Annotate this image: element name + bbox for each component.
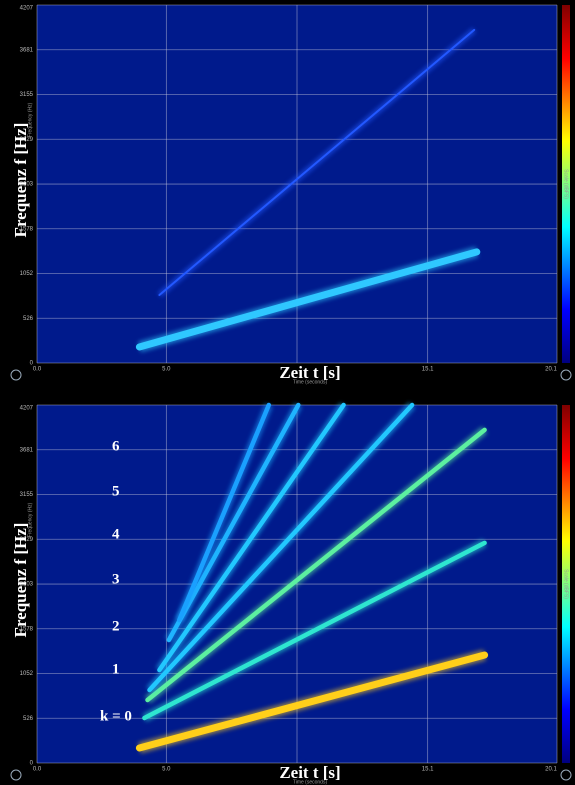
x-axis-label-small: Time (seconds) <box>293 379 328 385</box>
y-tick-label: 526 <box>23 316 34 322</box>
y-tick-label: 1052 <box>20 271 34 277</box>
harmonic-label: 2 <box>112 618 120 634</box>
x-axis-label-small: Time (seconds) <box>293 779 328 785</box>
colorbar-label: Scale (dBFS) <box>563 169 569 199</box>
x-tick-label: 15.1 <box>422 367 434 373</box>
y-axis-label: Frequenz f [Hz] <box>11 523 30 638</box>
y-tick-label: 3155 <box>20 492 34 498</box>
harmonic-label: 3 <box>112 571 120 587</box>
y-tick-label: 4207 <box>20 406 34 412</box>
x-tick-label: 0.0 <box>33 367 42 373</box>
x-tick-label: 15.1 <box>422 767 434 773</box>
y-tick-label: 4207 <box>20 6 34 12</box>
harmonic-label: 5 <box>112 483 120 499</box>
panel: 052610521578210326293155368142070.05.010… <box>0 0 575 385</box>
x-tick-label: 20.1 <box>545 767 557 773</box>
y-tick-label: 3681 <box>20 447 34 453</box>
panel: 052610521578210326293155368142070.05.010… <box>0 400 575 785</box>
y-tick-label: 3681 <box>20 47 34 53</box>
spectrogram-app: 052610521578210326293155368142070.05.010… <box>0 0 575 785</box>
x-tick-label: 5.0 <box>162 367 171 373</box>
y-tick-label: 3155 <box>20 92 34 98</box>
x-tick-label: 0.0 <box>33 767 42 773</box>
y-tick-label: 1052 <box>20 671 34 677</box>
harmonic-label: 4 <box>112 526 120 542</box>
colorbar-label: Scale (dBFS) <box>563 569 569 599</box>
harmonic-label: 6 <box>112 438 120 454</box>
harmonic-label: 1 <box>112 661 120 677</box>
x-tick-label: 20.1 <box>545 367 557 373</box>
y-tick-label: 526 <box>23 716 34 722</box>
x-tick-label: 5.0 <box>162 767 171 773</box>
y-axis-label: Frequenz f [Hz] <box>11 123 30 238</box>
harmonic-label: k = 0 <box>100 708 132 724</box>
